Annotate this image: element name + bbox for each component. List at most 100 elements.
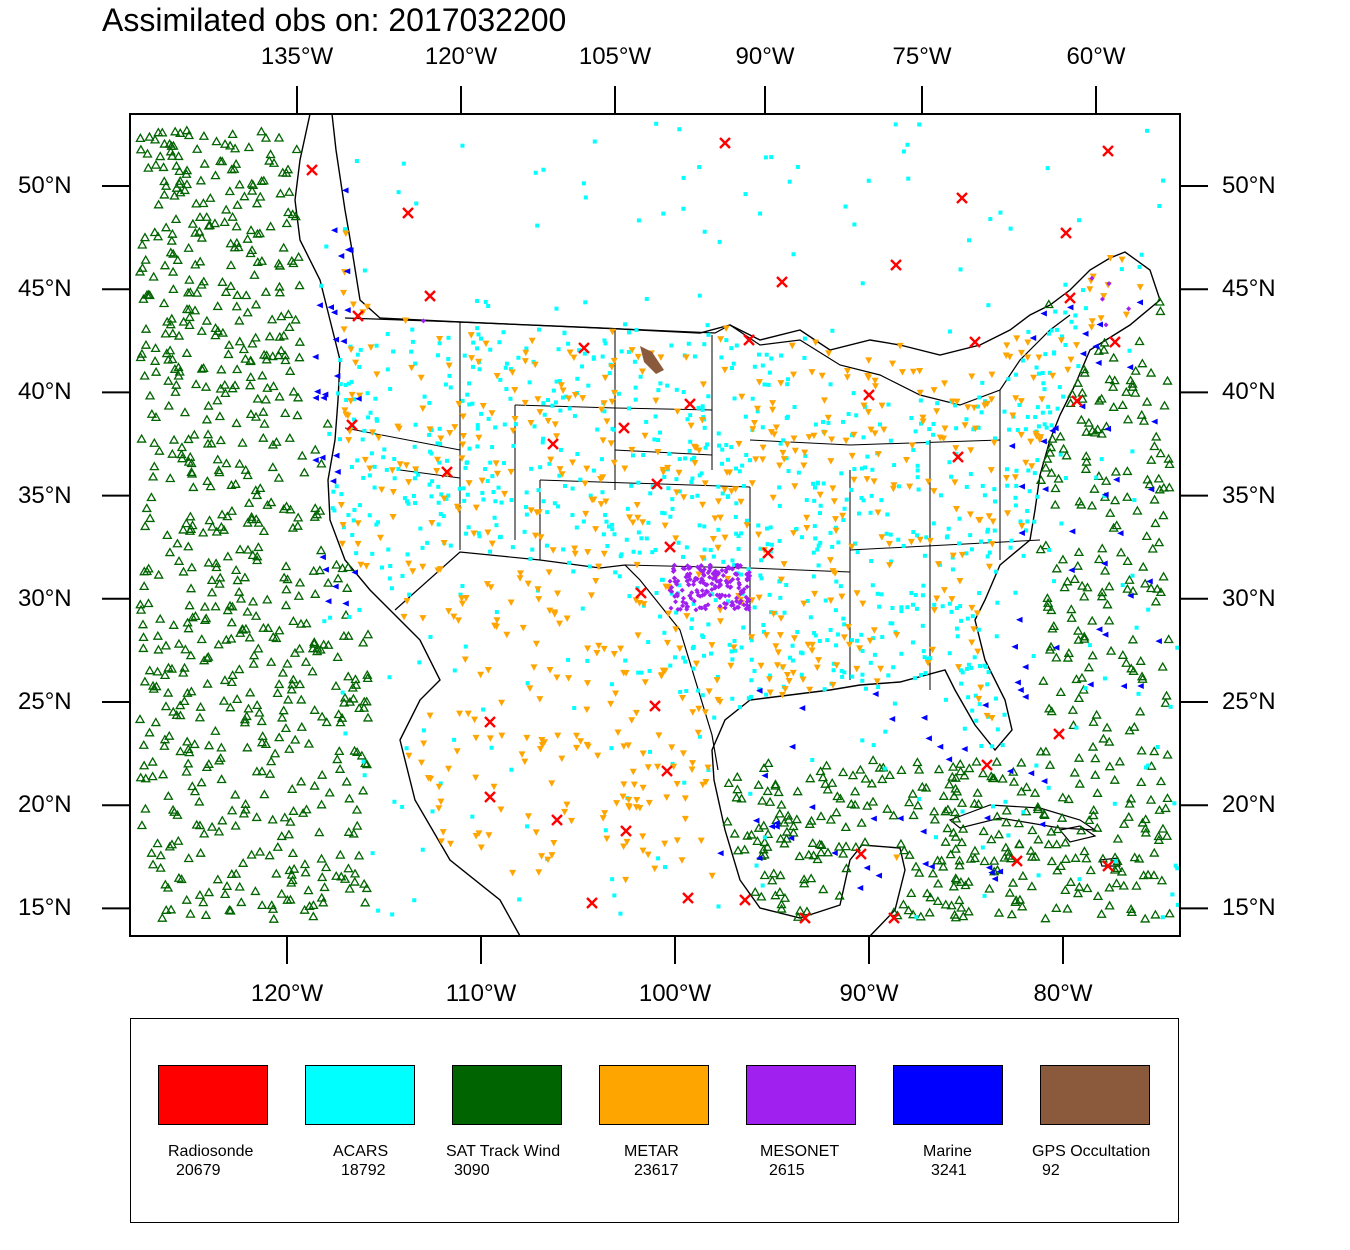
obs-triangle-up-marker [267,351,278,361]
obs-square-marker [913,429,918,434]
obs-triangle-down-marker [672,535,680,542]
obs-triangle-left-marker [1113,476,1120,483]
obs-triangle-down-marker [538,742,546,749]
obs-square-marker [542,412,547,417]
obs-triangle-down-marker [347,397,355,405]
obs-triangle-left-marker [831,849,838,856]
obs-triangle-up-marker [273,350,284,360]
obs-square-marker [1044,425,1049,430]
obs-triangle-up-marker [948,881,959,891]
obs-x-marker [799,912,811,924]
obs-triangle-up-marker [1109,774,1120,784]
obs-triangle-down-marker [873,678,881,685]
obs-square-marker [697,523,702,528]
legend-count: 23617 [634,1162,679,1179]
obs-triangle-up-marker [174,178,185,188]
obs-triangle-up-marker [1098,733,1109,743]
obs-square-marker [931,521,936,526]
obs-triangle-up-marker [232,199,243,209]
obs-triangle-up-marker [1108,522,1119,532]
obs-square-marker [619,349,624,354]
obs-triangle-up-marker [199,601,211,611]
obs-triangle-up-marker [195,847,206,857]
obs-square-marker [498,377,503,382]
obs-triangle-down-marker [964,404,972,411]
obs-square-marker [1034,763,1039,768]
obs-triangle-left-marker [322,566,329,573]
legend-swatch-metar [599,1065,709,1125]
obs-triangle-up-marker [351,804,363,814]
obs-triangle-down-marker [462,595,470,602]
obs-triangle-down-marker [755,594,763,602]
obs-square-marker [489,745,494,750]
obs-triangle-down-marker [681,815,689,823]
obs-square-marker [740,463,745,468]
obs-triangle-down-marker [548,852,556,859]
obs-triangle-left-marker [1095,359,1102,366]
obs-diamond-marker [728,584,734,590]
obs-triangle-left-marker [788,743,796,750]
obs-triangle-up-marker [1086,500,1098,510]
obs-triangle-up-marker [1068,720,1079,730]
obs-triangle-up-marker [198,897,209,907]
obs-square-marker [743,192,748,197]
obs-triangle-up-marker [268,913,279,923]
obs-triangle-up-marker [253,643,264,653]
obs-triangle-up-marker [286,869,297,879]
obs-square-marker [973,693,978,698]
obs-square-marker [946,526,951,531]
obs-triangle-up-marker [1084,815,1095,825]
obs-triangle-down-marker [437,798,445,806]
us-canada-border [344,314,1071,406]
obs-triangle-up-marker [211,136,222,146]
obs-square-marker [920,623,925,628]
obs-triangle-up-marker [1135,656,1146,665]
obs-triangle-up-marker [287,783,298,793]
obs-triangle-left-marker [925,735,932,742]
obs-triangle-down-marker [366,465,374,472]
obs-triangle-up-marker [352,820,363,830]
obs-triangle-left-marker [863,864,871,871]
obs-square-marker [710,592,715,597]
obs-triangle-up-marker [143,598,154,608]
obs-triangle-down-marker [678,857,686,864]
obs-triangle-up-marker [139,676,151,686]
obs-square-marker [581,181,586,186]
obs-triangle-up-marker [250,411,262,421]
obs-square-marker [691,601,696,606]
obs-triangle-up-marker [1089,483,1100,493]
obs-triangle-up-marker [1110,466,1122,476]
obs-triangle-up-marker [965,853,976,863]
obs-triangle-up-marker [963,876,974,886]
obs-triangle-down-marker [988,715,996,722]
obs-triangle-down-marker [867,426,875,434]
obs-square-marker [560,395,565,400]
legend-label: MESONET [760,1143,840,1160]
obs-square-marker [1035,458,1040,463]
obs-square-marker [1099,457,1104,462]
obs-triangle-up-marker [246,245,258,255]
obs-triangle-up-marker [343,827,354,836]
obs-triangle-up-marker [183,623,194,633]
obs-triangle-up-marker [243,142,255,152]
obs-triangle-down-marker [608,328,616,336]
obs-square-marker [360,437,365,442]
obs-triangle-up-marker [1004,887,1015,897]
obs-triangle-up-marker [317,872,328,882]
obs-triangle-down-marker [769,406,777,414]
obs-triangle-up-marker [321,717,332,727]
obs-square-marker [537,327,542,332]
obs-triangle-left-marker [1040,310,1047,317]
obs-square-marker [400,804,405,809]
obs-square-marker [625,506,630,511]
obs-triangle-down-marker [860,402,868,410]
obs-triangle-down-marker [610,389,618,397]
obs-square-marker [1002,712,1007,717]
obs-triangle-up-marker [301,804,312,814]
obs-triangle-up-marker [1092,891,1104,901]
obs-square-marker [811,481,816,486]
obs-square-marker [362,773,367,778]
obs-triangle-down-marker [592,577,600,585]
obs-triangle-left-marker [1082,330,1089,337]
obs-square-marker [687,448,692,453]
